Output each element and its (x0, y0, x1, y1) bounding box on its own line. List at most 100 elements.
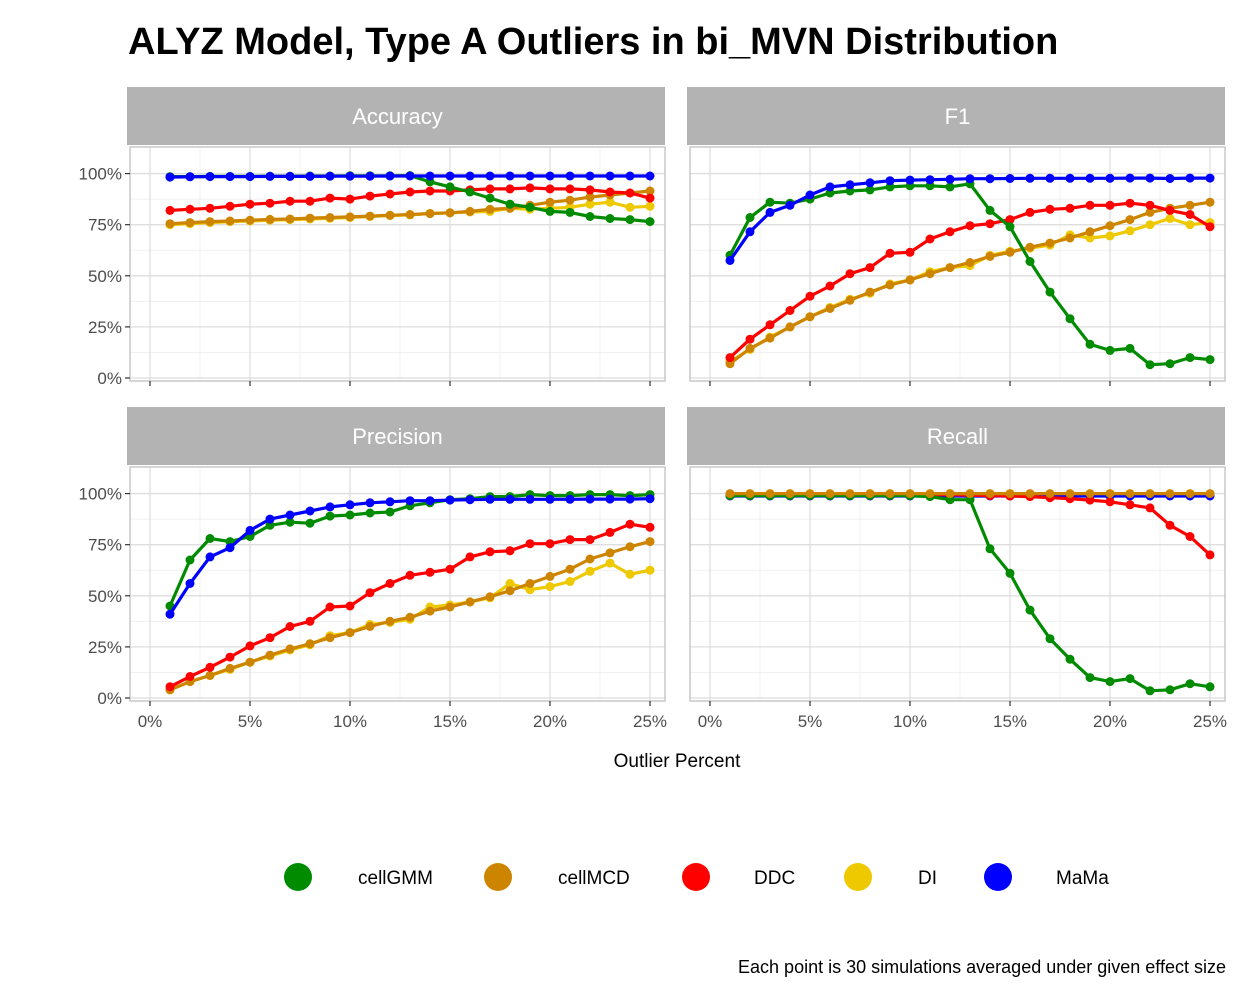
data-point-f1-cellgmm (1025, 257, 1035, 266)
data-point-accuracy-mama (185, 172, 195, 182)
data-point-accuracy-di (625, 202, 635, 212)
data-point-f1-ddc (965, 221, 975, 231)
series-accuracy-cellmcd (165, 186, 655, 229)
data-point-f1-cellmcd (1185, 200, 1195, 210)
x-tick-label: 25% (633, 712, 667, 731)
panel-border-f1 (689, 146, 1226, 382)
data-point-accuracy-mama (445, 171, 455, 181)
y-tick-label: 0% (97, 689, 122, 708)
data-point-f1-cellmcd (1145, 207, 1155, 217)
data-point-f1-ddc (785, 306, 795, 315)
data-point-f1-cellmcd (1105, 221, 1115, 231)
data-point-f1-di (1185, 220, 1195, 230)
legend-label-cellgmm: cellGMM (358, 868, 433, 889)
data-point-precision-cellmcd (345, 628, 355, 638)
panel-recall: Recall 0% 5% 10% 15% 20% 25% (687, 407, 1227, 731)
strip-f1 (687, 87, 1225, 145)
data-point-accuracy-cellmcd (365, 211, 375, 221)
data-point-f1-cellgmm (1125, 343, 1135, 353)
data-point-accuracy-cellmcd (445, 208, 455, 218)
strip-recall (687, 407, 1225, 465)
data-point-recall-cellmcd (1085, 489, 1095, 499)
chart-title: ALYZ Model, Type A Outliers in bi_MVN Di… (128, 21, 1058, 63)
data-point-recall-cellgmm (1065, 654, 1075, 664)
data-point-f1-cellmcd (905, 275, 915, 285)
data-point-precision-mama (425, 496, 435, 506)
data-point-f1-mama (1085, 173, 1095, 183)
data-point-accuracy-ddc (625, 188, 635, 198)
data-point-accuracy-ddc (405, 187, 415, 197)
data-point-f1-cellmcd (1085, 227, 1095, 237)
data-point-f1-mama (1145, 173, 1155, 183)
data-point-precision-ddc (205, 662, 215, 672)
data-point-precision-ddc (345, 601, 355, 611)
data-point-f1-cellgmm (985, 205, 995, 215)
series-accuracy-mama (165, 171, 655, 182)
data-point-accuracy-ddc (305, 196, 315, 206)
data-point-f1-cellgmm (1085, 339, 1095, 349)
data-point-accuracy-ddc (525, 183, 535, 193)
data-point-accuracy-cellmcd (585, 192, 595, 202)
data-point-f1-ddc (1025, 207, 1035, 217)
data-point-precision-di (505, 579, 515, 588)
data-point-precision-ddc (245, 641, 255, 651)
data-point-accuracy-ddc (265, 198, 275, 208)
data-point-f1-ddc (845, 269, 855, 279)
data-point-precision-mama (465, 495, 475, 505)
legend-label-di: DI (918, 868, 937, 889)
data-point-recall-cellgmm (1125, 674, 1135, 684)
data-point-precision-mama (405, 496, 415, 506)
data-point-accuracy-cellmcd (285, 214, 295, 224)
data-point-recall-cellmcd (1205, 489, 1215, 499)
data-point-recall-cellmcd (1165, 489, 1175, 499)
data-point-accuracy-ddc (285, 196, 295, 206)
data-point-precision-ddc (525, 539, 535, 549)
data-point-accuracy-cellmcd (405, 210, 415, 219)
panel-precision: Precision 0% 25% 50% 75% 100% 0% 5% 10% 15% 20% 25% (79, 407, 667, 731)
data-point-accuracy-cellmcd (385, 210, 395, 220)
data-point-precision-ddc (305, 616, 315, 626)
data-point-f1-cellgmm (1105, 345, 1115, 355)
data-point-precision-ddc (505, 546, 515, 556)
data-point-precision-cellmcd (405, 612, 415, 622)
data-point-recall-ddc (1125, 500, 1135, 510)
y-tick-label: 50% (88, 267, 122, 286)
data-point-f1-di (1145, 220, 1155, 230)
data-point-f1-ddc (725, 353, 735, 363)
data-point-f1-mama (1185, 173, 1195, 183)
data-point-f1-mama (965, 174, 975, 184)
data-point-accuracy-cellmcd (225, 216, 235, 226)
series-f1-ddc (725, 198, 1215, 363)
data-point-precision-di (625, 569, 635, 579)
data-point-f1-cellmcd (785, 322, 795, 332)
data-point-precision-cellmcd (265, 650, 275, 660)
data-point-precision-ddc (645, 522, 655, 532)
data-point-accuracy-cellmcd (565, 195, 575, 205)
x-tick-label: 10% (333, 712, 367, 731)
data-point-precision-mama (245, 525, 255, 535)
data-point-f1-cellgmm (765, 197, 775, 207)
data-point-accuracy-cellmcd (205, 217, 215, 227)
data-point-precision-mama (525, 494, 535, 504)
series-recall-cellmcd (725, 489, 1215, 499)
data-point-precision-cellgmm (305, 518, 315, 528)
data-point-precision-cellgmm (365, 508, 375, 518)
data-point-accuracy-mama (165, 172, 175, 182)
data-point-accuracy-ddc (365, 191, 375, 201)
data-point-f1-ddc (1105, 200, 1115, 210)
x-tick-label: 25% (1193, 712, 1227, 731)
data-point-precision-cellgmm (385, 507, 395, 517)
data-point-accuracy-ddc (645, 193, 655, 203)
chart-caption: Each point is 30 simulations averaged un… (738, 957, 1226, 977)
data-point-precision-ddc (405, 570, 415, 580)
data-point-f1-cellmcd (805, 312, 815, 322)
legend-item-mama: MaMa (984, 863, 1109, 891)
data-point-precision-mama (485, 494, 495, 504)
x-axis-title: Outlier Percent (614, 751, 741, 772)
series-f1-mama (725, 173, 1215, 265)
data-point-recall-cellmcd (765, 489, 775, 499)
data-point-f1-mama (1125, 173, 1135, 183)
data-point-accuracy-cellmcd (325, 213, 335, 222)
data-point-f1-mama (845, 180, 855, 190)
data-point-accuracy-cellgmm (605, 214, 615, 223)
